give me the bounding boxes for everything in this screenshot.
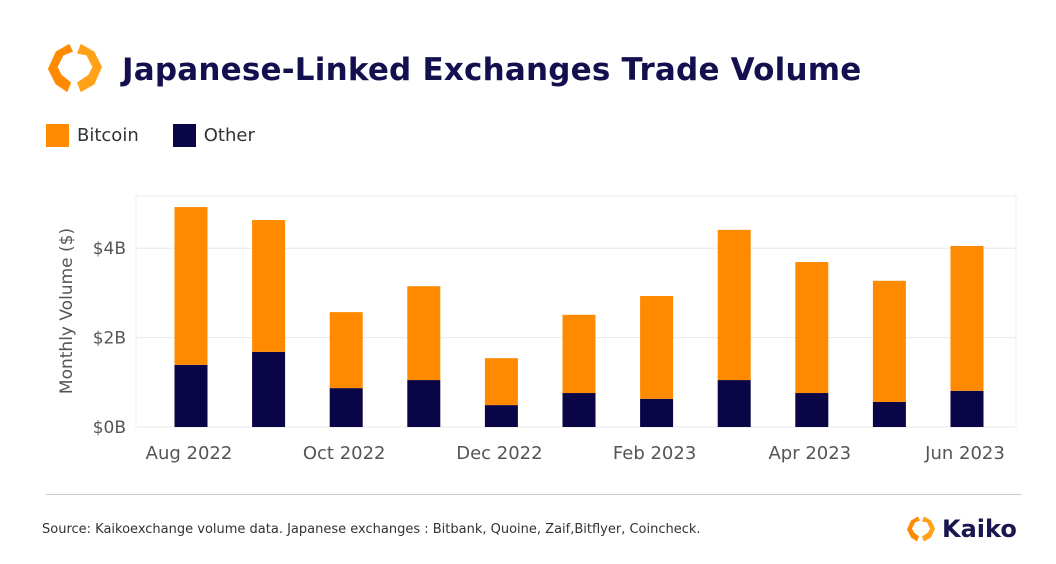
legend-item-other[interactable]: Other — [172, 124, 255, 147]
bar-other — [872, 401, 906, 427]
bar-bitcoin — [407, 286, 441, 381]
x-tick-label: Apr 2023 — [768, 443, 851, 464]
legend-swatch-bitcoin — [46, 124, 69, 147]
x-tick-label: Feb 2023 — [613, 443, 696, 464]
bar-bitcoin — [562, 314, 596, 394]
kaiko-logo-icon — [47, 43, 103, 93]
bar-bitcoin — [252, 220, 286, 352]
legend-swatch-other — [172, 124, 196, 147]
legend-label: Other — [203, 125, 255, 146]
bar-other — [640, 398, 674, 427]
legend: Bitcoin Other — [46, 124, 255, 147]
bar-other — [717, 380, 751, 427]
kaiko-logo-icon — [907, 516, 935, 542]
x-tick-label: Aug 2022 — [146, 443, 233, 464]
page-title: Japanese-Linked Exchanges Trade Volume — [122, 52, 862, 88]
y-tick-label: $0B — [93, 418, 126, 438]
bar-other — [407, 380, 441, 427]
bar-bitcoin — [950, 245, 984, 391]
bar-bitcoin — [717, 229, 751, 381]
legend-label: Bitcoin — [77, 125, 139, 146]
footer-divider — [46, 494, 1022, 495]
bar-bitcoin — [872, 280, 906, 402]
bar-bitcoin — [640, 296, 674, 399]
bar-other — [174, 364, 208, 427]
brand: Kaiko — [906, 514, 1017, 544]
y-tick-label: $4B — [93, 239, 126, 259]
bar-other — [795, 393, 829, 427]
legend-item-bitcoin[interactable]: Bitcoin — [46, 124, 139, 147]
brand-name: Kaiko — [942, 515, 1017, 543]
bar-chart: Monthly Volume ($) $0B $2B $4B Aug 2022 Oct… — [57, 195, 1017, 464]
source-note: Source: Kaikoexchange volume data. Japan… — [42, 522, 701, 537]
bar-other — [950, 390, 984, 427]
bar-bitcoin — [795, 262, 829, 394]
bar-other — [562, 393, 596, 427]
bar-bitcoin — [174, 207, 208, 365]
y-axis-label: Monthly Volume ($) — [57, 228, 77, 394]
bar-bitcoin — [484, 358, 518, 406]
x-tick-label: Jun 2023 — [924, 443, 1005, 464]
bar-other — [329, 388, 363, 427]
bar-bitcoin — [329, 312, 363, 389]
y-tick-label: $2B — [93, 329, 126, 349]
bar-other — [484, 405, 518, 427]
x-tick-label: Oct 2022 — [303, 443, 386, 464]
bar-other — [252, 351, 286, 427]
x-tick-label: Dec 2022 — [456, 443, 542, 464]
